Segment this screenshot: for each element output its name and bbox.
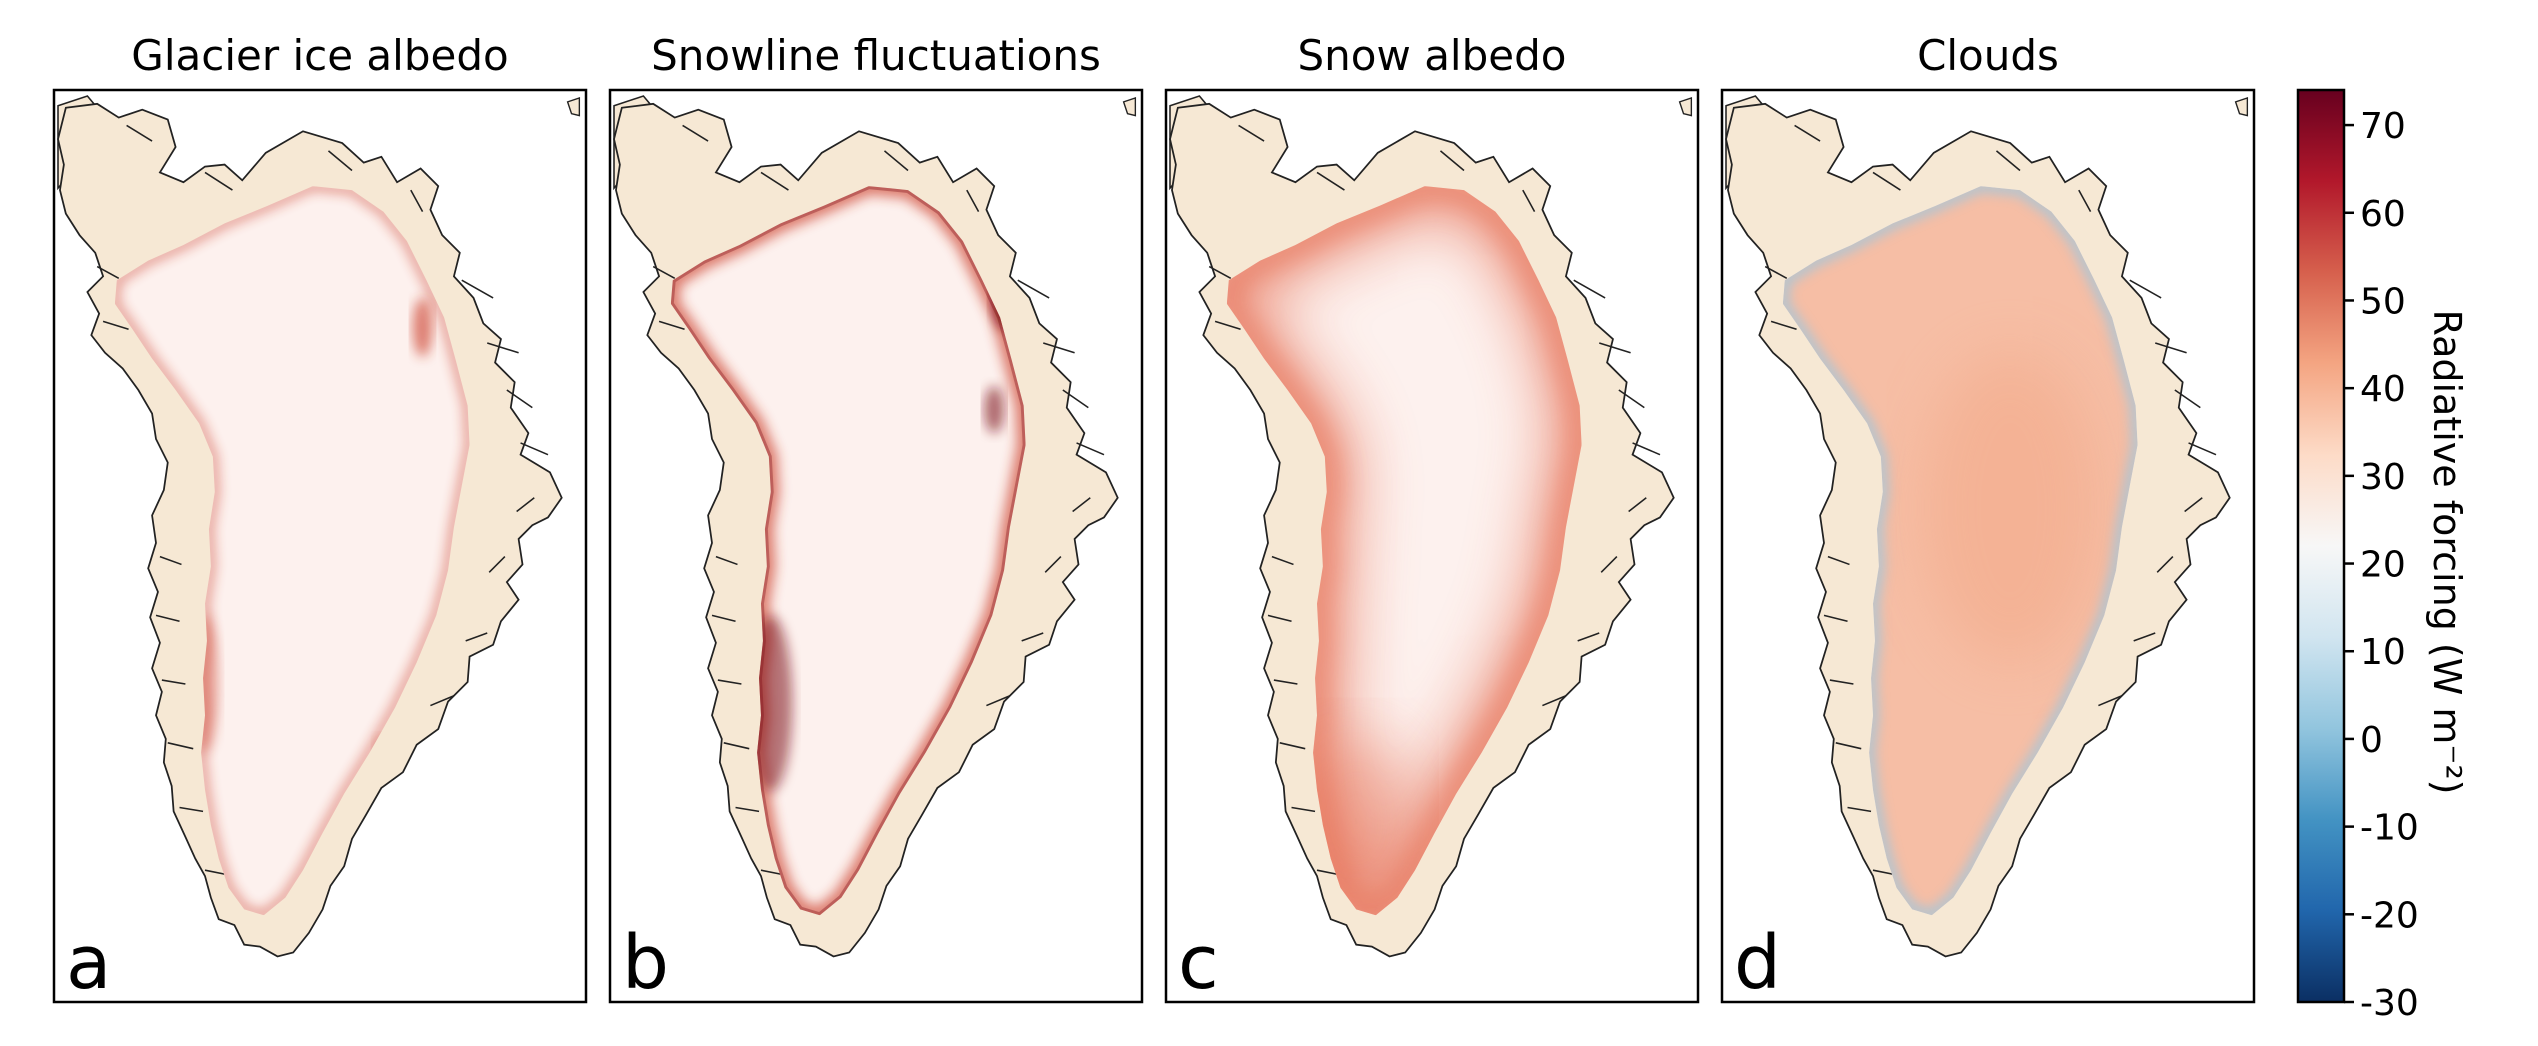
colorbar-tick-label: -20 bbox=[2360, 895, 2419, 936]
islet-land bbox=[2234, 97, 2249, 117]
panel-title: Clouds bbox=[1917, 31, 2059, 80]
colorbar-tick-label: 10 bbox=[2360, 632, 2406, 673]
colorbar-frame bbox=[2296, 88, 2346, 1004]
islet-land bbox=[566, 97, 581, 117]
panel-title: Snowline fluctuations bbox=[651, 31, 1101, 80]
greenland-map bbox=[1725, 95, 2249, 958]
colorbar: 70 60 50 40 30 20 10 0 -10 -20 -30 Radiative forcin… bbox=[2296, 88, 2469, 1024]
islet-land bbox=[1122, 97, 1137, 117]
colorbar-tick-label: 60 bbox=[2360, 194, 2406, 235]
panel-title: Glacier ice albedo bbox=[131, 31, 508, 80]
fjords bbox=[652, 124, 1105, 875]
colorbar-tick-label: 0 bbox=[2360, 720, 2383, 761]
greenland-map bbox=[57, 95, 581, 958]
panel-letter: c bbox=[1178, 920, 1219, 1006]
colorbar-tick-label: 20 bbox=[2360, 545, 2406, 586]
ice-sheet bbox=[1782, 186, 2138, 915]
islet-land bbox=[1678, 97, 1693, 117]
panel-frame bbox=[52, 88, 588, 1004]
panel-frame bbox=[1164, 88, 1700, 1004]
colorbar-tick-label: -30 bbox=[2360, 983, 2419, 1024]
colorbar-label: Radiative forcing (W m⁻²) bbox=[2425, 310, 2469, 795]
colorbar-tick-label: 50 bbox=[2360, 281, 2406, 322]
colorbar-tick-label: 70 bbox=[2360, 106, 2406, 147]
colorbar-tick-label: -10 bbox=[2360, 808, 2419, 849]
colorbar-gradient bbox=[2298, 90, 2344, 1002]
panel-letter: a bbox=[66, 920, 111, 1006]
panel-letter: d bbox=[1734, 920, 1781, 1006]
fjords bbox=[1764, 124, 2217, 875]
panel-title: Snow albedo bbox=[1298, 31, 1567, 80]
panel-letter: b bbox=[622, 920, 669, 1006]
fjords bbox=[96, 124, 549, 875]
panel-b: Snowline fluctuations b bbox=[608, 31, 1144, 1006]
panel-frame bbox=[608, 88, 1144, 1004]
panel-a: Glacier ice albedo a bbox=[52, 31, 588, 1006]
greenland-map bbox=[613, 95, 1137, 958]
panel-frame bbox=[1720, 88, 2256, 1004]
greenland-map bbox=[1169, 95, 1693, 958]
panels: Glacier ice albedo a Snowline fluctuations… bbox=[52, 31, 2256, 1006]
colorbar-tick-label: 40 bbox=[2360, 369, 2406, 410]
fjords bbox=[1208, 124, 1661, 875]
panel-c: Snow albedo c bbox=[1164, 31, 1700, 1006]
panel-d: Clouds d bbox=[1720, 31, 2256, 1006]
colorbar-tick-label: 30 bbox=[2360, 457, 2406, 498]
